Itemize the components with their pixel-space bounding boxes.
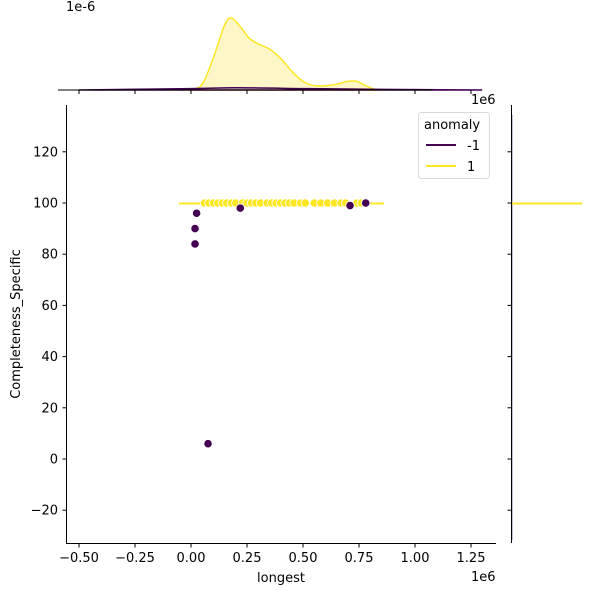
data-point: [235, 203, 245, 213]
x-tick-label: 0.25: [233, 551, 262, 566]
top-marginal-panel: 1e-6: [58, 0, 483, 94]
top-marginal-xticks: [78, 90, 472, 94]
x-tick-label: 0.50: [289, 551, 318, 566]
top-kde-anomaly-1: [179, 17, 382, 91]
x-axis-ticks: −0.50 −0.25 0.00 0.25 0.50 0.75 1.00 1.25: [59, 543, 486, 566]
x-tick-label: 0.75: [345, 551, 374, 566]
legend-title: anomaly: [424, 118, 480, 133]
data-point: [345, 200, 355, 211]
main-scatter-panel: −20 0 20 40 60 80 100 120 −0.50 −0.25 0.00 0.25 0.5…: [9, 93, 496, 586]
y-tick-label: 20: [41, 401, 58, 416]
y-axis-label: Completeness_Specific: [9, 249, 24, 399]
data-point: [190, 224, 200, 234]
y-tick-label: 120: [33, 145, 58, 160]
x-offset-text: 1e6: [471, 93, 496, 108]
x-axis-label: longest: [257, 571, 305, 586]
x-tick-label: −0.25: [115, 551, 155, 566]
legend: anomaly -1 1: [418, 112, 490, 179]
y-axis-ticks: −20 0 20 40 60 80 100 120: [31, 145, 67, 519]
x-tick-label: 1.25: [457, 551, 486, 566]
legend-label-1: 1: [467, 160, 475, 175]
y-tick-label: 100: [33, 197, 58, 212]
x-offset-text-bottom: 1e6: [471, 570, 496, 585]
data-point: [300, 198, 310, 208]
y-tick-label: 80: [41, 248, 58, 263]
x-tick-label: 0.00: [177, 551, 206, 566]
y-tick-label: −20: [31, 504, 58, 519]
y-tick-label: 60: [41, 299, 58, 314]
y-tick-label: 0: [50, 453, 58, 468]
x-tick-label: 1.00: [401, 551, 430, 566]
right-marginal-yticks: [507, 151, 512, 511]
y-tick-label: 40: [41, 350, 58, 365]
data-point: [190, 239, 200, 249]
top-marginal-offset-text: 1e-6: [66, 0, 95, 15]
anomaly-minus1-points: [190, 198, 371, 449]
data-point: [203, 439, 213, 449]
right-marginal-panel: [507, 105, 582, 543]
data-point: [361, 198, 371, 208]
data-point: [192, 208, 202, 218]
anomaly-1-points: [199, 198, 366, 208]
x-tick-label: −0.50: [59, 551, 99, 566]
legend-label-minus1: -1: [467, 139, 480, 154]
